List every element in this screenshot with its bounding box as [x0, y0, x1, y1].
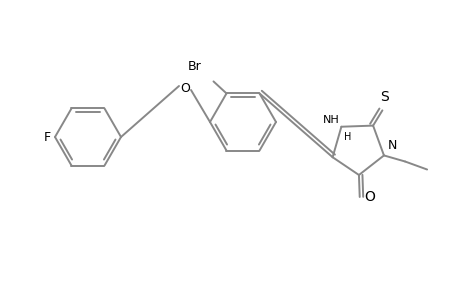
Text: O: O	[364, 190, 375, 204]
Text: S: S	[379, 90, 388, 104]
Text: NH: NH	[322, 115, 339, 125]
Text: O: O	[179, 82, 190, 94]
Text: Br: Br	[187, 60, 201, 74]
Text: H: H	[343, 132, 350, 142]
Text: F: F	[44, 130, 51, 143]
Text: N: N	[387, 140, 397, 152]
